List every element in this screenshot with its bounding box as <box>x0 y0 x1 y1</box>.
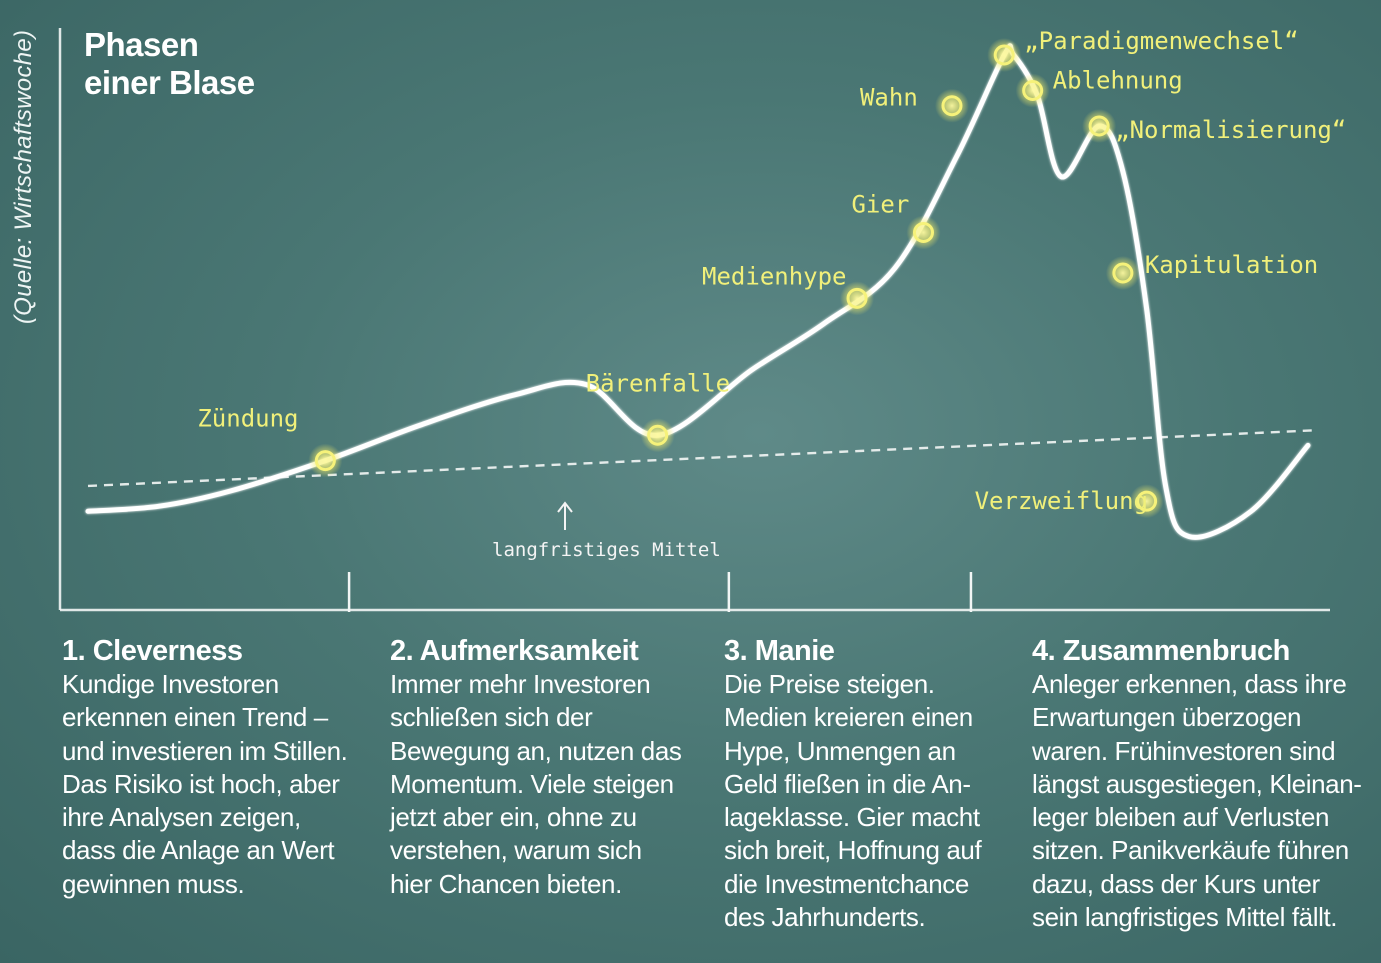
annotation-label: langfristiges Mittel <box>492 539 721 561</box>
event-marker-glow <box>906 215 941 250</box>
event-label: Medienhype <box>702 262 847 290</box>
event-label: Bärenfalle <box>586 369 731 397</box>
phase-text-line: Geld fließen in die An- <box>724 768 971 799</box>
event-marker-glow <box>840 281 875 316</box>
price-curve <box>85 43 1311 540</box>
phase-text-line: Medien kreieren einen <box>724 702 973 733</box>
phase-text-line: und investieren im Stillen. <box>62 735 348 766</box>
phase-text: Kundige Investoren erkennen einen Trend –… <box>62 668 372 901</box>
phase-text: Anleger erkennen, dass ihre Erwartungen ü… <box>1032 668 1377 934</box>
event-marker-glow <box>308 443 343 478</box>
phase-text-line: erkennen einen Trend – <box>62 702 328 733</box>
phase-text-line: gewinnen muss. <box>62 868 245 899</box>
event-marker-glow <box>640 418 675 453</box>
phase-text-line: Die Preise steigen. <box>724 669 935 699</box>
page-title: Phasen einer Blase <box>84 26 255 102</box>
phase-text-line: jetzt aber ein, ohne zu <box>390 802 637 833</box>
event-label: Ablehnung <box>1053 66 1183 94</box>
phase-text-line: verstehen, warum sich <box>390 835 642 866</box>
event-marker <box>941 95 963 117</box>
phase-text-line: Hype, Unmengen an <box>724 735 956 766</box>
event-marker <box>1088 115 1110 137</box>
phase-text-line: dazu, dass der Kurs unter <box>1032 868 1320 899</box>
event-marker-glow <box>1082 108 1117 143</box>
event-label: Verzweiflung <box>975 487 1148 515</box>
phase-text-line: Anleger erkennen, dass ihre <box>1032 669 1347 699</box>
trend-line <box>87 428 1318 488</box>
phase-cleverness: 1. Cleverness Kundige Investoren erkennen… <box>62 634 372 901</box>
phase-text-line: die Investmentchance <box>724 868 969 899</box>
event-marker <box>1022 79 1044 101</box>
event-marker-glow <box>1105 256 1140 291</box>
event-marker-glow <box>934 88 969 123</box>
event-marker <box>647 424 669 446</box>
phase-text-line: schließen sich der <box>390 702 593 733</box>
phase-text-line: Bewegung an, nutzen das <box>390 735 682 766</box>
phase-text-line: dass die Anlage an Wert <box>62 835 335 866</box>
event-label: „Normalisierung“ <box>1115 116 1346 144</box>
phase-text-line: Momentum. Viele steigen <box>390 768 674 799</box>
phase-aufmerksamkeit: 2. Aufmerksamkeit Immer mehr Investoren s… <box>390 634 710 901</box>
phase-text-line: sitzen. Panikverkäufe führen <box>1032 835 1349 866</box>
phase-title: 3. Manie <box>724 635 835 667</box>
event-label: Zündung <box>197 405 298 433</box>
title-line-2: einer Blase <box>84 64 255 101</box>
phase-text-line: Kundige Investoren <box>62 669 279 699</box>
event-marker <box>1136 490 1158 512</box>
phase-title: 1. Cleverness <box>62 635 243 667</box>
phase-text-line: sich breit, Hoffnung auf <box>724 835 982 866</box>
event-marker-glow <box>1015 73 1050 108</box>
phase-manie: 3. Manie Die Preise steigen. Medien kreie… <box>724 634 1014 934</box>
axes <box>58 28 1330 612</box>
phase-title: 4. Zusammenbruch <box>1032 635 1290 667</box>
phase-text-line: ihre Analysen zeigen, <box>62 802 301 833</box>
phase-text-line: waren. Frühinvestoren sind <box>1032 735 1336 766</box>
phase-text: Die Preise steigen. Medien kreieren einen… <box>724 668 1014 934</box>
phase-text-line: längst ausgestiegen, Kleinan- <box>1032 768 1362 799</box>
phase-text-line: Immer mehr Investoren <box>390 669 651 699</box>
phase-text-line: Das Risiko ist hoch, aber <box>62 768 340 799</box>
title-line-1: Phasen <box>84 26 199 63</box>
phase-zusammenbruch: 4. Zusammenbruch Anleger erkennen, dass … <box>1032 634 1377 934</box>
event-marker <box>912 221 934 243</box>
phase-text-line: sein langfristiges Mittel fällt. <box>1032 902 1338 933</box>
event-marker-glow <box>1129 484 1164 519</box>
event-label: „Paradigmenwechsel“ <box>1024 27 1299 55</box>
event-label: Wahn <box>860 84 918 112</box>
event-label: Kapitulation <box>1145 251 1318 279</box>
event-marker <box>314 450 336 472</box>
event-marker <box>846 287 868 309</box>
phase-title: 2. Aufmerksamkeit <box>390 635 639 667</box>
event-label: Gier <box>851 190 909 218</box>
annotation-arrow-head <box>557 501 573 513</box>
event-marker <box>1112 262 1134 284</box>
phase-text-line: Erwartungen überzogen <box>1032 702 1302 733</box>
phase-text: Immer mehr Investoren schließen sich der B… <box>390 668 710 901</box>
trend-annotation: langfristiges Mittel <box>492 501 721 561</box>
event-marker-glow <box>987 38 1022 72</box>
event-marker <box>993 44 1015 66</box>
phase-text-line: hier Chancen bieten. <box>390 868 622 899</box>
phase-text-line: leger bleiben auf Verlusten <box>1032 802 1330 833</box>
phase-text-line: lageklasse. Gier macht <box>724 802 980 833</box>
phase-text-line: des Jahrhunderts. <box>724 902 926 933</box>
